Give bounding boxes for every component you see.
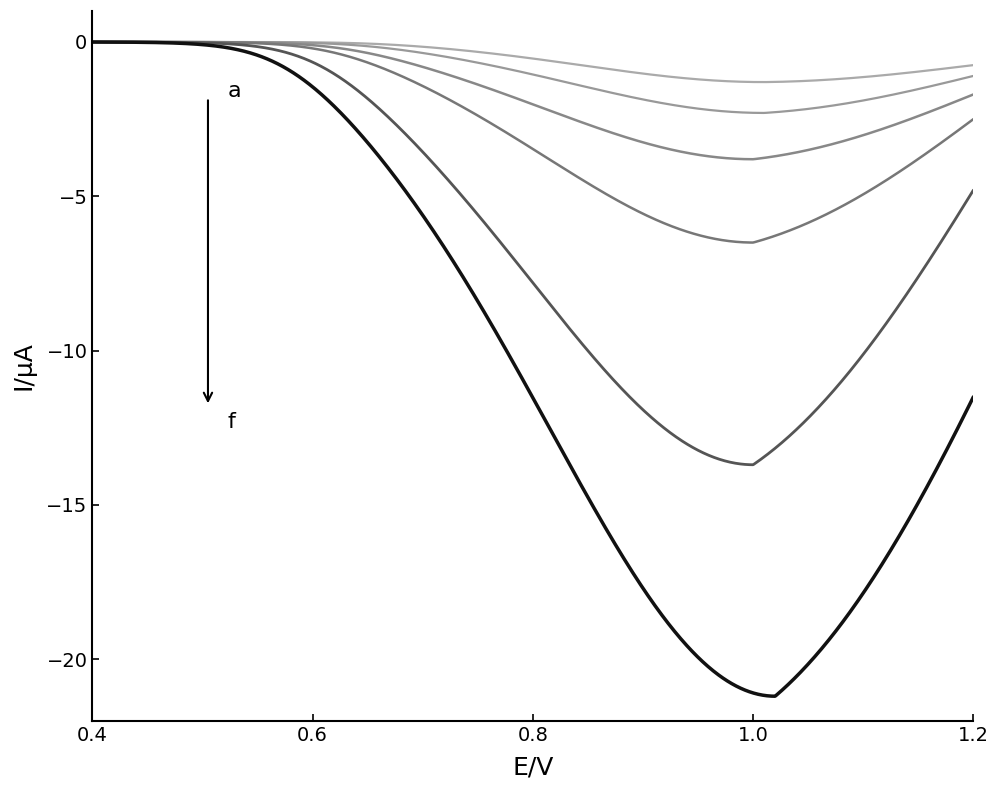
X-axis label: E/V: E/V — [512, 756, 554, 780]
Text: a: a — [228, 81, 241, 100]
Y-axis label: I/μA: I/μA — [11, 342, 35, 391]
Text: f: f — [228, 412, 236, 433]
